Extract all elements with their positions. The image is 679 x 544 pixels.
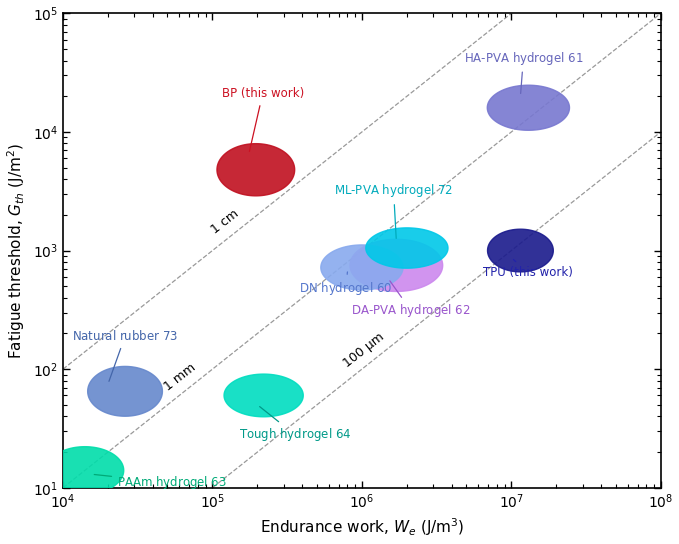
Text: 1 mm: 1 mm (162, 361, 199, 393)
Polygon shape (320, 245, 403, 290)
Y-axis label: Fatigue threshold, $G_{th}$ (J/m$^2$): Fatigue threshold, $G_{th}$ (J/m$^2$) (5, 143, 27, 358)
Polygon shape (46, 447, 124, 494)
Text: DN hydrogel $\it{60}$: DN hydrogel $\it{60}$ (299, 272, 392, 297)
Text: DA-PVA hydrogel $\it{62}$: DA-PVA hydrogel $\it{62}$ (351, 281, 471, 319)
Text: 1 cm: 1 cm (209, 207, 242, 236)
Polygon shape (224, 374, 304, 417)
X-axis label: Endurance work, $W_e$ (J/m$^3$): Endurance work, $W_e$ (J/m$^3$) (259, 517, 464, 539)
Text: ML-PVA hydrogel $\it{72}$: ML-PVA hydrogel $\it{72}$ (334, 182, 453, 238)
Text: PAAm hydrogel $\it{63}$: PAAm hydrogel $\it{63}$ (94, 474, 227, 491)
Polygon shape (350, 239, 443, 292)
Text: HA-PVA hydrogel $\it{61}$: HA-PVA hydrogel $\it{61}$ (464, 50, 583, 94)
Polygon shape (488, 229, 553, 272)
Text: Tough hydrogel $\it{64}$: Tough hydrogel $\it{64}$ (239, 406, 351, 443)
Polygon shape (217, 144, 295, 196)
Text: Natural rubber $\it{73}$: Natural rubber $\it{73}$ (72, 329, 178, 381)
Text: 100 μm: 100 μm (342, 331, 387, 370)
Text: BP (this work): BP (this work) (221, 87, 304, 151)
Polygon shape (488, 85, 570, 130)
Text: TPU (this work): TPU (this work) (483, 259, 573, 279)
Polygon shape (88, 367, 162, 416)
Polygon shape (366, 228, 448, 268)
